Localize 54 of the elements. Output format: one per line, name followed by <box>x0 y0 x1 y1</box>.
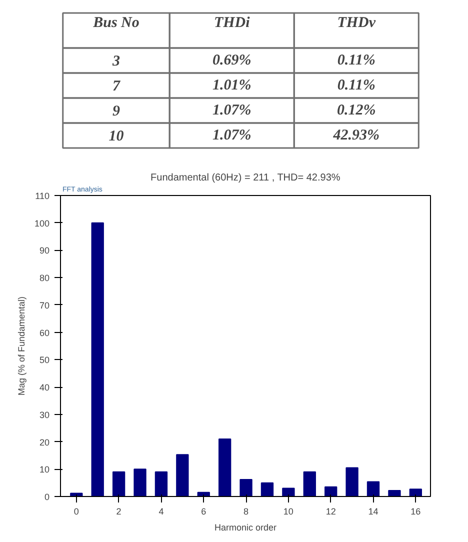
y-tick-label: 10 <box>39 464 50 475</box>
text: 7 <box>112 78 120 94</box>
y-tick-label: 70 <box>39 300 50 310</box>
y-tick-label: 100 <box>34 218 50 228</box>
text: 1.07% <box>212 128 252 144</box>
chart-title: Fundamental (60Hz) = 211 , THD= 42.93% <box>150 172 340 184</box>
bar <box>260 482 274 496</box>
bar <box>282 488 295 496</box>
y-tick-label: 50 <box>39 355 50 366</box>
text: 0.11% <box>337 78 376 94</box>
bar <box>112 471 126 496</box>
y-tick-label: 30 <box>39 410 50 420</box>
text: 0.11% <box>337 52 376 68</box>
text: 10 <box>108 128 124 144</box>
x-tick-label: 6 <box>201 506 206 516</box>
bar <box>176 454 189 496</box>
y-tick-label: 20 <box>39 437 50 448</box>
x-tick-label: 2 <box>116 506 122 516</box>
bar <box>91 222 104 496</box>
x-tick-label: 14 <box>368 506 378 516</box>
text: 9 <box>112 104 120 120</box>
y-tick-label: 60 <box>39 328 50 338</box>
text: 42.93% <box>332 128 380 144</box>
category-label: THDv <box>337 15 376 31</box>
bar <box>154 471 168 496</box>
bar <box>324 486 338 496</box>
category-label: Bus No <box>92 15 140 31</box>
y-tick-label: 110 <box>35 191 50 201</box>
x-tick-label: 12 <box>326 506 336 516</box>
y-axis-title: Mag (% of Fundamental) <box>16 296 26 396</box>
x-tick-label: 10 <box>283 506 294 516</box>
text: 0.12% <box>337 102 376 118</box>
y-tick-label: 90 <box>39 246 50 256</box>
y-tick-label: 0 <box>44 492 50 502</box>
x-tick-label: 8 <box>244 506 249 516</box>
x-tick-label: 16 <box>410 506 421 516</box>
bar <box>366 481 380 496</box>
bar <box>346 467 358 496</box>
x-tick-label: 0 <box>74 506 79 516</box>
y-tick-label: 80 <box>39 273 50 284</box>
bar <box>303 471 316 496</box>
y-tick-label: 40 <box>39 382 50 393</box>
bar <box>240 479 252 496</box>
bar <box>409 488 422 496</box>
x-tick-label: 4 <box>158 506 164 516</box>
text: 1.01% <box>212 78 252 94</box>
text: 0.69% <box>212 52 252 68</box>
bar <box>218 438 232 496</box>
text: 1.07% <box>212 102 252 118</box>
x-axis-title: Harmonic order <box>214 522 277 532</box>
bar <box>134 468 146 496</box>
category-label: THDi <box>214 15 251 31</box>
bar <box>388 490 401 496</box>
text: 3 <box>111 54 120 70</box>
